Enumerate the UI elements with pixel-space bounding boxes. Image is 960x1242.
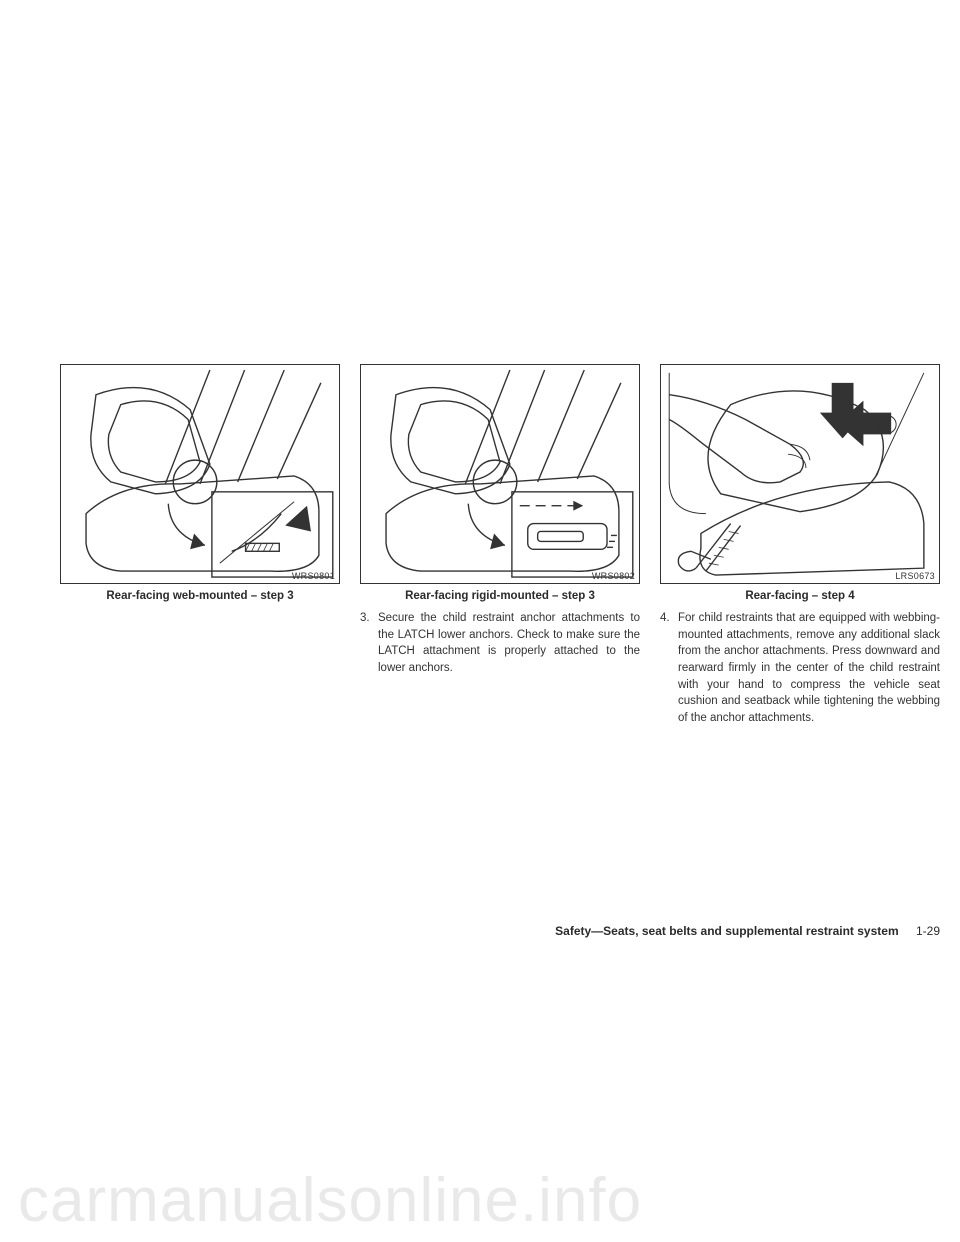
figure-id-center: WRS0802 (592, 571, 635, 581)
illustration-rigid-mounted (361, 365, 639, 583)
figure-center: WRS0802 (360, 364, 640, 584)
figure-right: LRS0673 (660, 364, 940, 584)
page-content: WRS0801 Rear-facing web-mounted – step 3 (60, 364, 940, 727)
step-number-4: 4. (660, 610, 678, 727)
column-left: WRS0801 Rear-facing web-mounted – step 3 (60, 364, 340, 727)
three-column-layout: WRS0801 Rear-facing web-mounted – step 3 (60, 364, 940, 727)
column-right: LRS0673 Rear-facing – step 4 4. For chil… (660, 364, 940, 727)
caption-left: Rear-facing web-mounted – step 3 (60, 590, 340, 602)
watermark: carmanualsonline.info (0, 1165, 960, 1242)
step-4-text: 4. For child restraints that are equippe… (660, 610, 940, 727)
footer-section-title: Safety—Seats, seat belts and supplementa… (555, 924, 898, 938)
figure-left: WRS0801 (60, 364, 340, 584)
illustration-web-mounted (61, 365, 339, 583)
step-3-text: 3. Secure the child restraint anchor att… (360, 610, 640, 677)
step-body-4: For child restraints that are equipped w… (678, 610, 940, 727)
caption-center: Rear-facing rigid-mounted – step 3 (360, 590, 640, 602)
footer-page-number: 1-29 (916, 924, 940, 938)
column-center: WRS0802 Rear-facing rigid-mounted – step… (360, 364, 640, 727)
step-body-3: Secure the child restraint anchor attach… (378, 610, 640, 677)
page-footer: Safety—Seats, seat belts and supplementa… (60, 924, 940, 938)
illustration-step4 (661, 365, 939, 583)
step-number-3: 3. (360, 610, 378, 677)
figure-id-right: LRS0673 (895, 571, 935, 581)
figure-id-left: WRS0801 (292, 571, 335, 581)
caption-right: Rear-facing – step 4 (660, 590, 940, 602)
